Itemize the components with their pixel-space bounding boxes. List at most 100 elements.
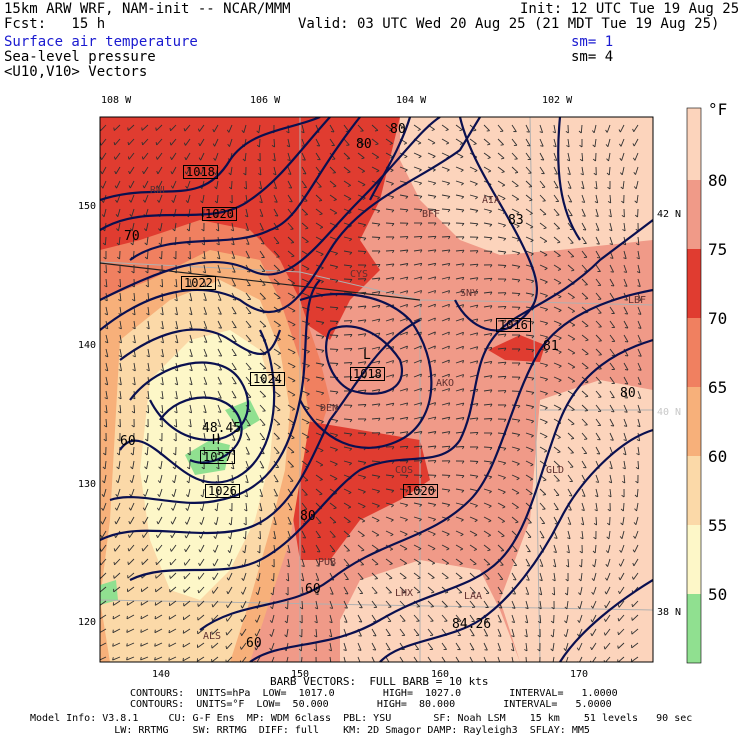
wind-barb <box>357 166 365 172</box>
wind-barb <box>301 152 306 161</box>
wind-barb <box>441 530 450 535</box>
wind-barb-flag <box>551 593 555 596</box>
wind-barb <box>343 544 350 552</box>
wind-barb <box>427 180 436 184</box>
wind-barb-flag <box>104 341 109 344</box>
station-label: LAA <box>464 591 483 602</box>
wind-barb-flag <box>389 548 393 551</box>
wind-barb <box>567 544 570 553</box>
wind-barb <box>117 488 121 497</box>
wind-barb-flag <box>276 270 280 272</box>
wind-barb <box>329 642 332 651</box>
wind-barb-flag <box>349 238 353 242</box>
wind-barb <box>578 628 583 637</box>
wind-barb <box>161 404 164 414</box>
wind-barb-flag <box>448 359 450 364</box>
wind-barb-flag <box>187 452 191 456</box>
wind-barb <box>539 138 544 147</box>
wind-barb <box>128 544 135 552</box>
wind-barb-flag <box>376 520 380 523</box>
wind-barb-flag <box>104 327 108 330</box>
wind-barb-flag <box>378 360 381 364</box>
wind-barb <box>413 249 422 252</box>
wind-barb <box>619 124 625 133</box>
wind-barb-flag <box>128 185 131 189</box>
wind-barb <box>413 235 423 238</box>
wind-barb-flag <box>103 425 107 428</box>
wind-barb-flag <box>104 369 108 372</box>
wind-barb-flag <box>511 621 515 624</box>
temperature-contour-info: CONTOURS: UNITS=°F LOW= 50.000 HIGH= 80.… <box>130 699 612 710</box>
wind-barb <box>525 278 534 282</box>
wind-barb-flag <box>173 271 177 274</box>
wind-barb <box>183 628 191 634</box>
wind-barb <box>441 290 450 294</box>
wind-barb-flag <box>203 355 208 357</box>
wind-barb-flag <box>517 348 521 352</box>
wind-barb <box>511 418 520 421</box>
wind-barb-flag <box>420 263 423 267</box>
wind-barb <box>497 516 505 522</box>
wind-barb-flag <box>314 621 318 624</box>
wind-barb <box>399 331 408 336</box>
wind-barb <box>634 530 639 539</box>
wind-barb <box>343 460 352 464</box>
wind-barb <box>595 376 602 384</box>
wind-barb <box>483 656 487 662</box>
wind-barb <box>371 530 380 536</box>
wind-barb-flag <box>529 199 533 202</box>
wind-barb-flag <box>358 635 362 637</box>
wind-barb-flag <box>172 480 175 484</box>
wind-barb <box>385 152 394 158</box>
wind-barb <box>119 376 122 385</box>
wind-barb-flag <box>539 565 544 567</box>
wind-barb <box>552 628 555 638</box>
wind-barb <box>595 502 598 511</box>
wind-barb <box>525 194 533 201</box>
wind-barb <box>214 138 219 147</box>
wind-barb <box>609 390 615 398</box>
wind-barb-flag <box>346 158 350 160</box>
wind-barb <box>161 362 164 371</box>
wind-barb <box>455 374 464 378</box>
wind-barb-flag <box>503 419 507 422</box>
wind-barb-flag <box>215 229 219 232</box>
wind-barb-flag <box>285 579 289 582</box>
wind-barb-flag <box>490 347 493 351</box>
wind-barb <box>413 262 422 266</box>
wind-barb-flag <box>321 406 324 410</box>
wind-barb <box>301 124 305 133</box>
wind-barb <box>184 572 191 580</box>
wind-barb <box>128 558 135 566</box>
wind-barb <box>455 180 464 184</box>
wind-barb <box>385 263 394 266</box>
wind-barb <box>455 614 462 622</box>
wind-barb <box>553 404 562 410</box>
wind-barb <box>146 446 149 456</box>
wind-barb <box>175 348 179 357</box>
wind-barb <box>371 642 377 651</box>
wind-barb-flag <box>537 621 541 624</box>
wind-barb <box>130 194 135 203</box>
wind-barb-flag <box>363 433 367 436</box>
wind-barb <box>133 404 136 414</box>
wind-barb-flag <box>363 264 367 268</box>
wind-barb <box>114 138 121 146</box>
wind-barb-flag <box>319 493 323 496</box>
wind-barb-flag <box>143 493 146 497</box>
wind-barb <box>511 446 520 450</box>
wind-barb-flag <box>620 522 624 526</box>
wind-barb-flag <box>211 617 213 621</box>
wind-barb <box>631 614 639 621</box>
wind-barb-flag <box>462 263 465 267</box>
wind-barb-flag <box>217 425 221 428</box>
wind-barb <box>483 502 492 507</box>
wind-barb-flag <box>335 420 339 423</box>
wind-barb <box>595 334 602 342</box>
wind-barb <box>156 152 163 160</box>
wind-barb <box>329 586 334 595</box>
wind-barb <box>197 600 205 607</box>
wind-barb-flag <box>488 170 492 173</box>
wind-barb <box>413 387 422 392</box>
wind-barb <box>175 418 178 428</box>
